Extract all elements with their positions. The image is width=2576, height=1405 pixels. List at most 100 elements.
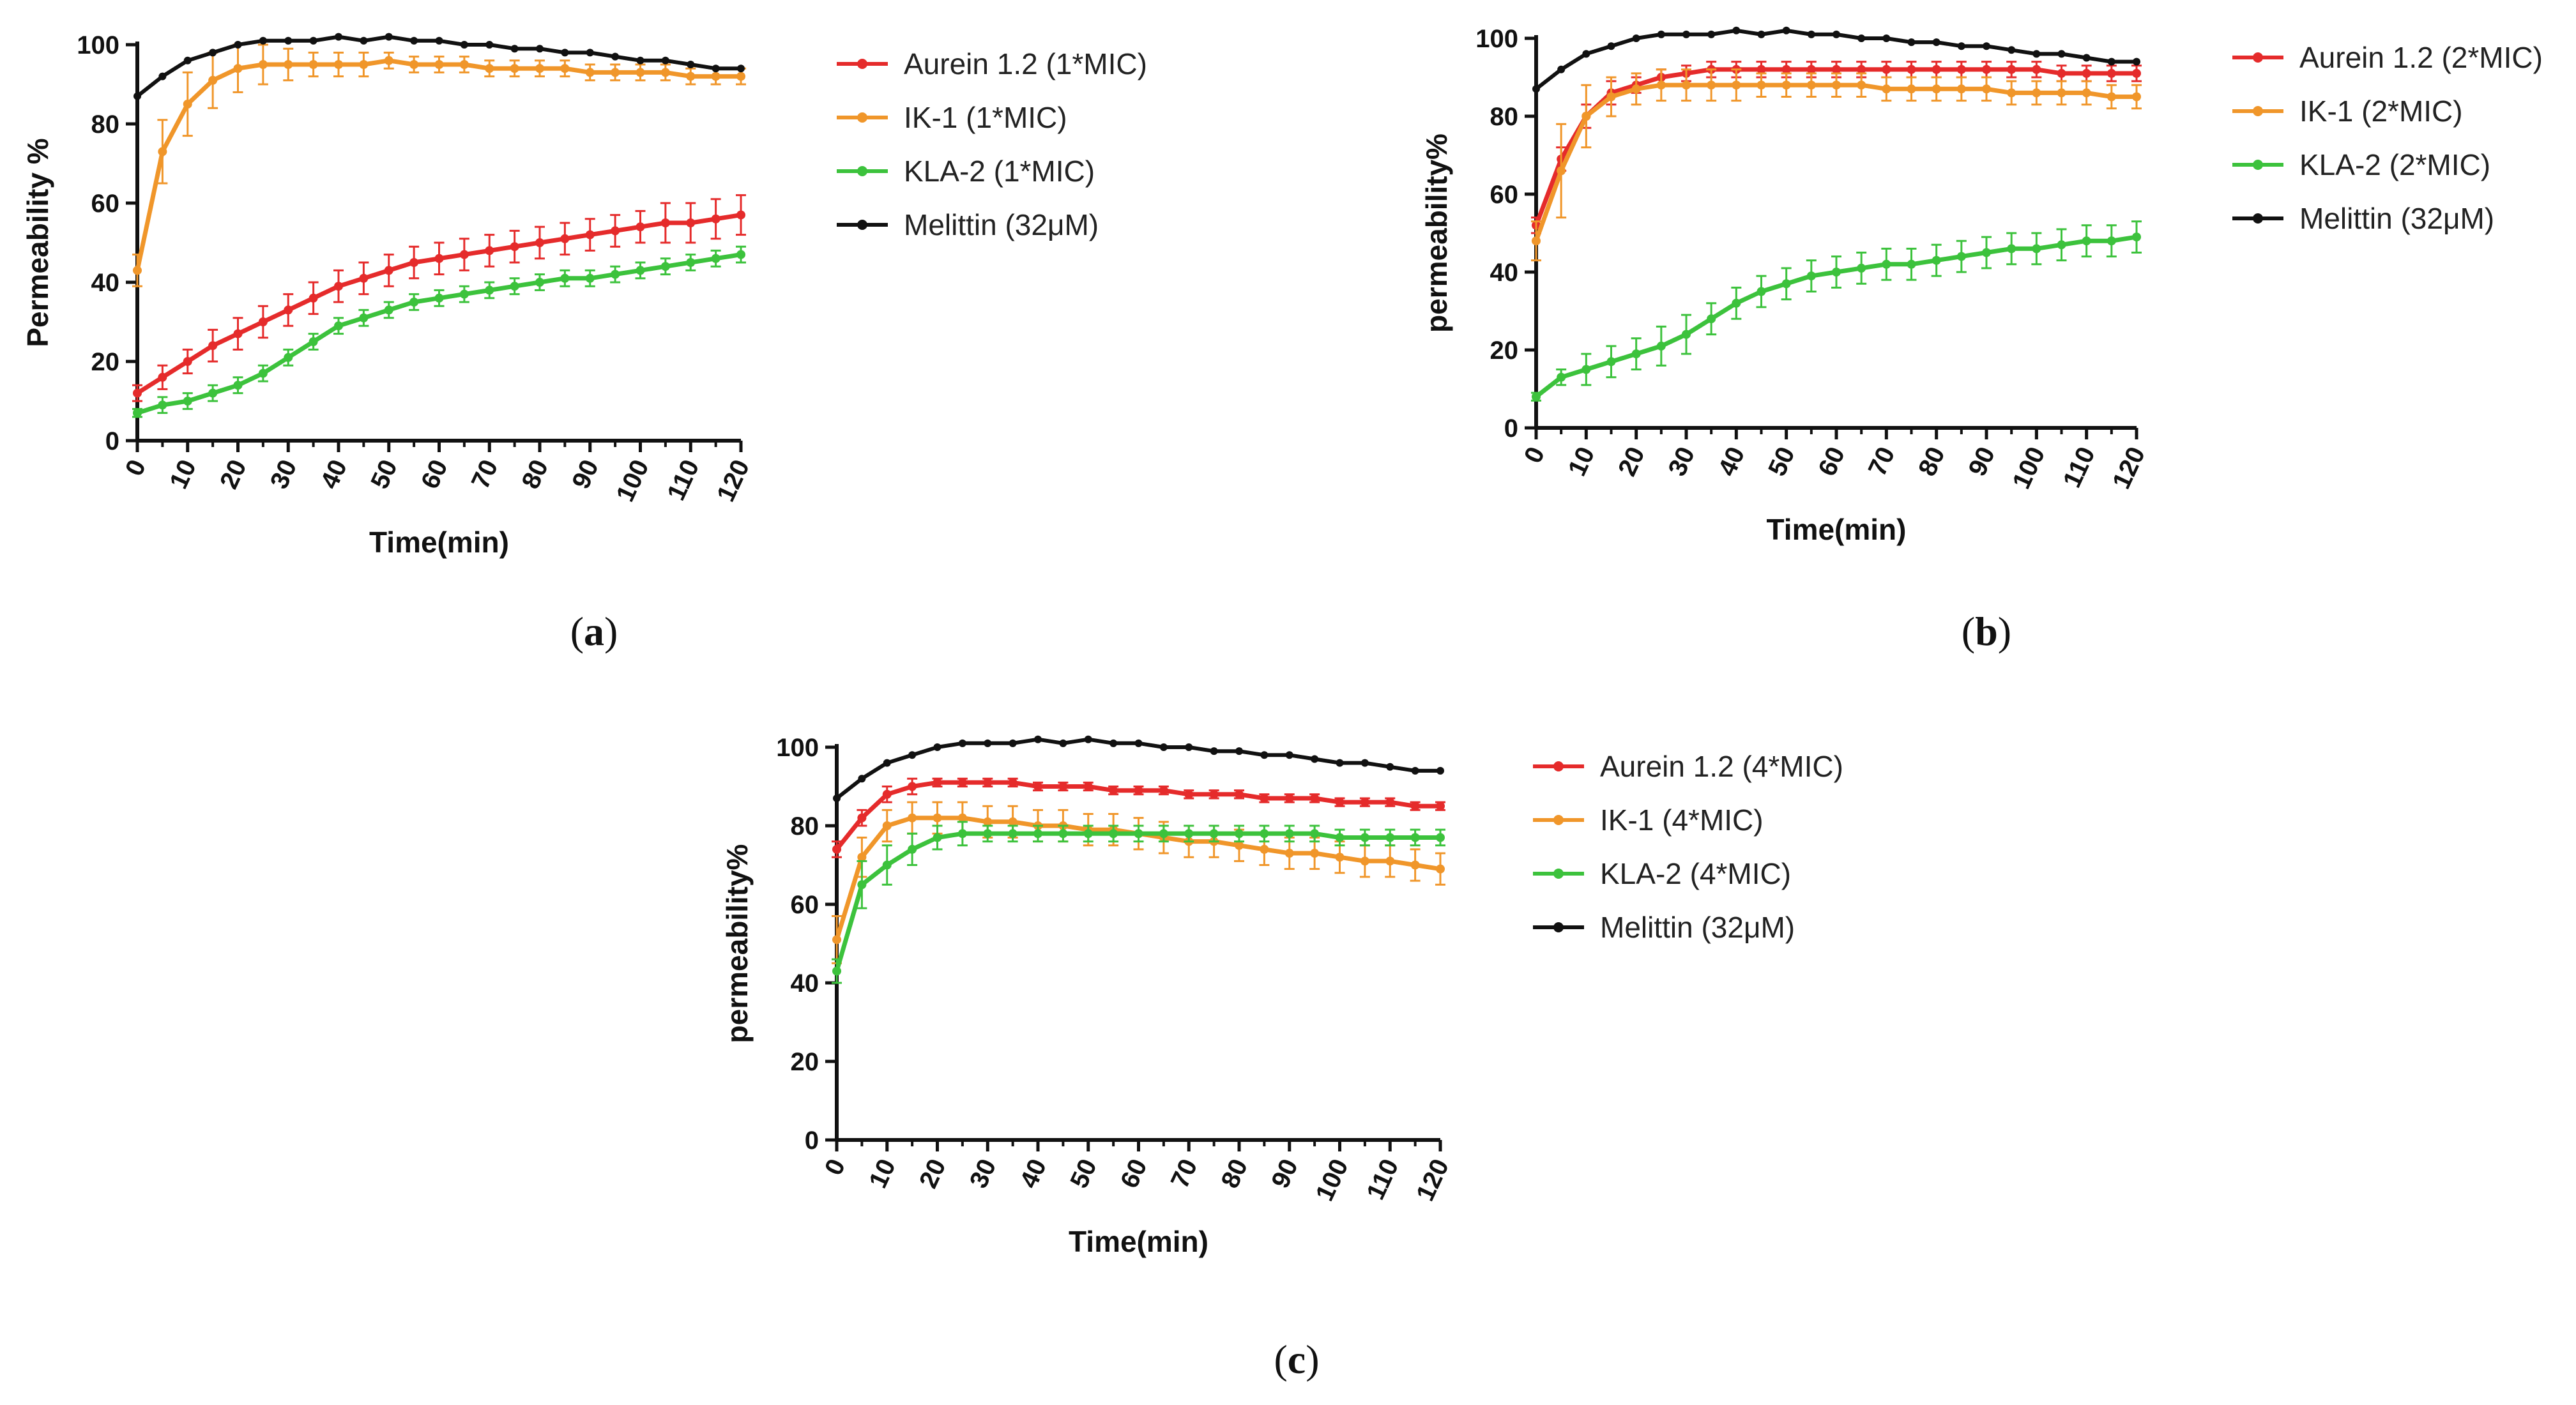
data-point [183,397,192,406]
data-point [1532,85,1540,93]
data-point [2057,68,2066,78]
x-tick-label: 0 [120,455,151,480]
data-point [832,844,841,854]
x-tick-label: 30 [964,1155,1002,1192]
data-point [1782,26,1790,34]
legend-label: Melittin (32μM) [1600,911,1795,944]
data-point [1260,793,1269,803]
data-point [1335,833,1345,842]
legend-label: IK-1 (2*MIC) [2299,95,2463,128]
legend-swatch-marker [2253,160,2263,170]
legend-swatch-marker [2253,52,2263,63]
data-point [2082,88,2091,98]
data-point [1806,271,1816,281]
legend-entry-melittin: Melittin (32μM) [837,208,1099,241]
series-aurein [832,777,1445,858]
data-point [686,258,696,267]
data-point [1882,84,1891,94]
x-tick-label: 10 [1563,443,1601,480]
data-point [737,65,745,73]
data-point [1411,766,1419,775]
data-point [1631,349,1641,359]
data-point [1159,786,1168,795]
data-point [133,266,142,275]
data-point [1008,829,1017,839]
data-point [359,313,369,323]
data-point [309,60,318,69]
data-point [360,36,368,45]
data-point [2007,65,2016,74]
data-point [1832,80,1841,90]
data-point [1083,829,1093,839]
data-point [208,388,218,398]
data-point [832,966,841,976]
data-point [334,282,343,291]
data-point [2107,68,2116,78]
data-point [1134,739,1143,747]
data-point [661,56,669,65]
x-axis-title: Time(min) [1767,513,1907,546]
data-point [1932,65,1941,74]
data-point [2057,50,2066,58]
data-point [908,751,917,759]
data-point [1606,92,1616,102]
y-tick-label: 100 [1475,25,1518,53]
x-tick-label: 100 [611,455,655,506]
data-point [1436,833,1445,842]
legend-label: Melittin (32μM) [2299,202,2494,235]
data-point [1657,30,1665,38]
legend-entry-ik1: IK-1 (1*MIC) [837,101,1067,134]
y-tick-label: 0 [805,1127,819,1155]
data-point [2133,57,2140,66]
data-point [1109,786,1118,795]
series-line [834,831,1440,972]
data-point [1581,365,1591,374]
y-tick-label: 40 [791,969,819,998]
data-point [857,880,867,890]
data-point [933,833,942,842]
data-point [1857,65,1866,74]
data-point [1532,236,1541,246]
y-tick-label: 80 [791,812,819,840]
data-point [832,935,841,945]
data-point [1982,248,1991,257]
data-point [1210,747,1218,756]
data-point [636,222,645,232]
data-point [1310,849,1320,858]
data-point [933,743,941,751]
data-point [485,285,494,295]
data-point [1757,80,1766,90]
y-tick-label: 40 [91,269,120,297]
data-point [2032,50,2041,58]
data-point [158,400,167,410]
data-point [1581,112,1591,121]
data-point [2032,88,2041,98]
data-point [158,372,167,382]
legend-entry-ik1: IK-1 (2*MIC) [2232,95,2463,128]
data-point [933,813,942,823]
data-point [611,270,620,279]
data-point [208,341,218,351]
data-point [1437,766,1444,775]
data-point [385,33,393,41]
x-tick-label: 40 [1713,443,1751,480]
data-point [158,72,167,80]
data-point [1983,42,1990,50]
x-tick-label: 50 [1065,1155,1102,1192]
panel-caption: (c) [1274,1337,1319,1382]
data-point [2032,65,2041,74]
data-point [1260,829,1269,839]
data-point [1335,853,1345,862]
data-point [1707,30,1716,38]
legend-entry-aurein: Aurein 1.2 (2*MIC) [2232,41,2543,74]
data-point [2132,68,2141,78]
data-point [882,821,892,830]
data-point [1336,759,1344,767]
data-point [1184,829,1194,839]
x-tick-label: 110 [662,455,705,505]
data-point [158,147,167,156]
data-point [1631,84,1641,94]
series-kla2 [132,245,746,418]
data-point [1907,84,1916,94]
